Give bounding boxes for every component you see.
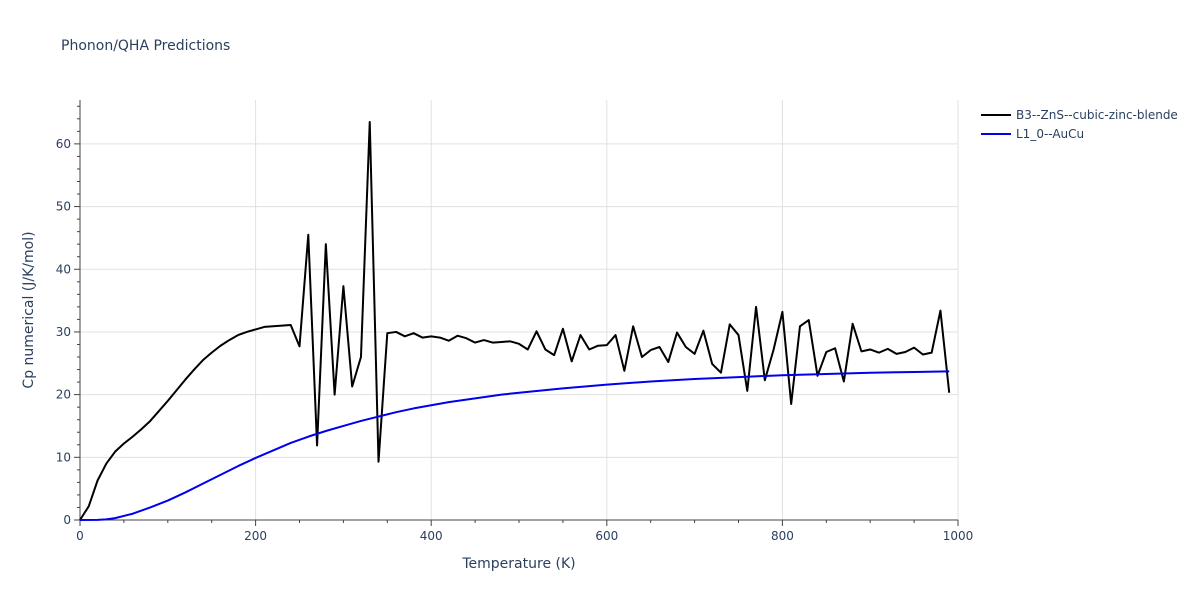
y-tick-label: 20	[56, 388, 71, 402]
x-tick-label: 800	[771, 529, 794, 543]
legend: B3--ZnS--cubic-zinc-blende L1_0--AuCu	[981, 108, 1178, 141]
x-tick-label: 400	[420, 529, 443, 543]
x-tick-label: 1000	[943, 529, 974, 543]
legend-label-1: B3--ZnS--cubic-zinc-blende	[1016, 108, 1178, 122]
axis-layer: 0 200 400 600 800 1000 0 10 20 30 40 50 60	[56, 100, 974, 543]
x-axis-title: Temperature (K)	[461, 556, 575, 572]
series-line-2	[79, 370, 950, 521]
y-tick-label: 0	[63, 513, 71, 527]
y-tick-label: 30	[56, 325, 71, 339]
y-tick-label: 60	[56, 137, 71, 151]
y-tick-label: 40	[56, 262, 71, 276]
y-tick-label: 50	[56, 200, 71, 214]
series-line-1	[79, 120, 951, 521]
x-tick-label: 0	[76, 529, 84, 543]
grid-layer	[80, 100, 959, 520]
x-tick-label: 600	[595, 529, 618, 543]
chart-title: Phonon/QHA Predictions	[61, 38, 230, 54]
y-axis-title: Cp numerical (J/K/mol)	[21, 231, 37, 388]
y-tick-label: 10	[56, 450, 71, 464]
series-layer	[79, 120, 951, 521]
x-tick-label: 200	[244, 529, 267, 543]
legend-label-2: L1_0--AuCu	[1016, 127, 1084, 141]
